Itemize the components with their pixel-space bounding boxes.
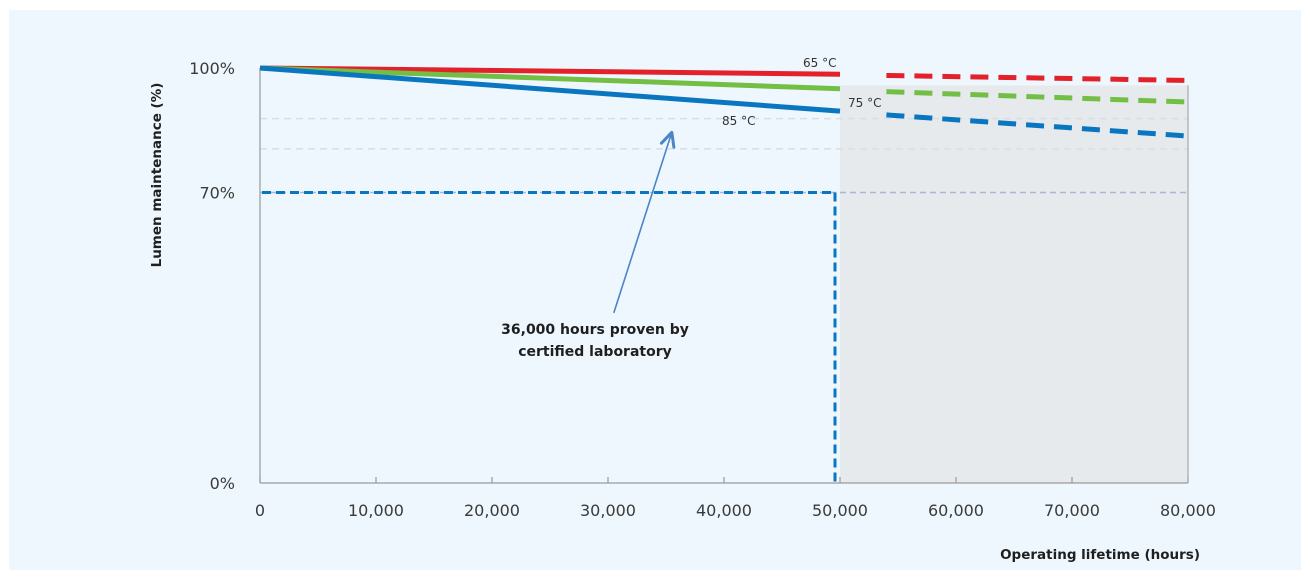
y-tick-label-0: 0%: [210, 474, 235, 493]
series-label-75c: 75 °C: [848, 96, 881, 110]
y-axis-title: Lumen maintenance (%): [149, 83, 165, 268]
annotation-layer: 36,000 hours proven by certified laborato…: [501, 130, 689, 360]
annotation-arrow-head: [659, 130, 676, 149]
series-85c-projected-line: [886, 112, 1189, 139]
label-layer: 65 °C 75 °C 85 °C: [722, 56, 881, 128]
projection-layer: [840, 85, 1188, 484]
x-tick-label-3: 30,000: [580, 501, 636, 520]
x-tick-label-4: 40,000: [696, 501, 752, 520]
y-tick-label-1: 70%: [199, 184, 235, 203]
series-layer: [259, 65, 1189, 139]
x-tick-label-1: 10,000: [348, 501, 404, 520]
series-85c-measured-line: [259, 65, 841, 114]
annotation-arrow-shaft: [613, 132, 673, 314]
series-label-65c: 65 °C: [803, 56, 836, 70]
series-65c-projected-line: [886, 72, 1189, 83]
y-tick-label-2: 100%: [189, 59, 235, 78]
annotation-text-line-1: certified laboratory: [518, 344, 672, 360]
axis-layer: 0 10,000 20,000 30,000 40,000 50,000 60,000 70,…: [149, 59, 1216, 563]
x-tick-label-6: 60,000: [928, 501, 984, 520]
x-tick-label-8: 80,000: [1160, 501, 1216, 520]
x-axis-title: Operating lifetime (hours): [1000, 547, 1200, 563]
x-tick-label-5: 50,000: [812, 501, 868, 520]
projected-region: [840, 85, 1188, 484]
x-tick-label-0: 0: [255, 501, 265, 520]
x-tick-label-2: 20,000: [464, 501, 520, 520]
annotation-text-line-0: 36,000 hours proven by: [501, 322, 689, 338]
series-75c-projected-line: [886, 89, 1189, 105]
reference-layer: [262, 191, 837, 483]
series-label-85c: 85 °C: [722, 114, 755, 128]
x-tick-label-7: 70,000: [1044, 501, 1100, 520]
series-75c-measured-line: [259, 65, 841, 92]
